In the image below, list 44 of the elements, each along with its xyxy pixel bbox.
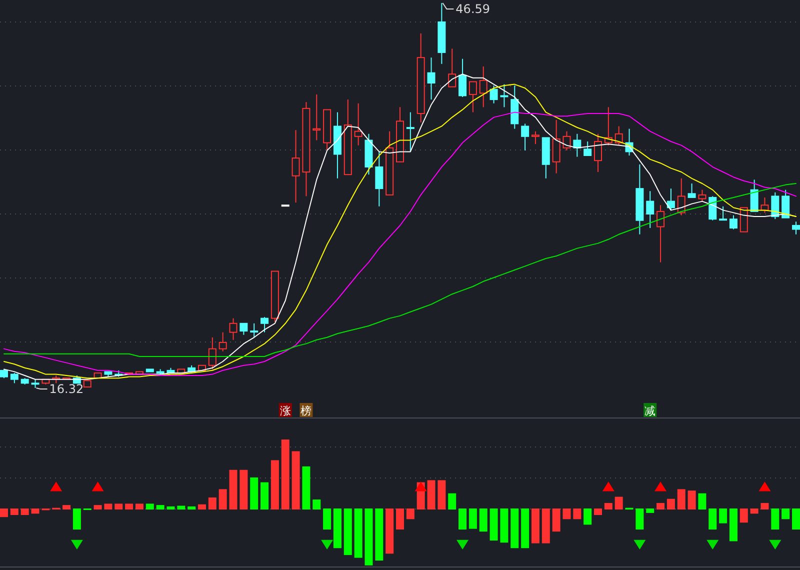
candlestick <box>604 106 612 146</box>
annotation: 16.32 <box>49 382 84 396</box>
candlestick <box>260 316 269 333</box>
candlestick <box>458 58 467 98</box>
candlestick <box>573 133 582 158</box>
candlestick <box>500 84 508 108</box>
candlestick <box>490 85 498 104</box>
candlestick <box>479 66 488 108</box>
candlestick <box>584 141 592 156</box>
candlestick <box>698 189 706 202</box>
candlestick <box>250 322 258 338</box>
candlestick <box>708 196 717 221</box>
candlestick <box>312 94 321 141</box>
candlestick <box>614 126 623 146</box>
candlestick <box>427 57 436 100</box>
candlestick <box>531 130 540 145</box>
candlestick <box>771 192 780 220</box>
candlestick <box>229 318 238 340</box>
candlestick <box>782 189 790 218</box>
candlestick <box>750 179 758 212</box>
candlestick <box>792 221 800 235</box>
text: 榜 <box>300 404 312 418</box>
candlestick <box>375 151 384 207</box>
candlestick <box>448 48 456 88</box>
candlestick <box>688 182 696 198</box>
text: 减 <box>644 404 656 418</box>
candlestick <box>521 123 530 151</box>
candlestick <box>10 372 18 384</box>
candlestick <box>208 336 216 370</box>
candlestick <box>552 119 560 174</box>
candlestick <box>719 206 728 221</box>
candlestick <box>468 81 477 113</box>
candlestick <box>292 130 300 204</box>
candlestick <box>656 204 665 263</box>
candlestick <box>218 332 227 352</box>
candlestick <box>646 190 654 228</box>
text: 涨 <box>280 404 291 418</box>
candlestick <box>240 322 248 336</box>
candlestick <box>594 133 602 173</box>
candlestick <box>354 102 362 146</box>
candlestick <box>562 130 571 151</box>
annotation: 46.59 <box>456 2 490 16</box>
candlestick <box>729 214 738 230</box>
candlestick <box>406 112 414 152</box>
